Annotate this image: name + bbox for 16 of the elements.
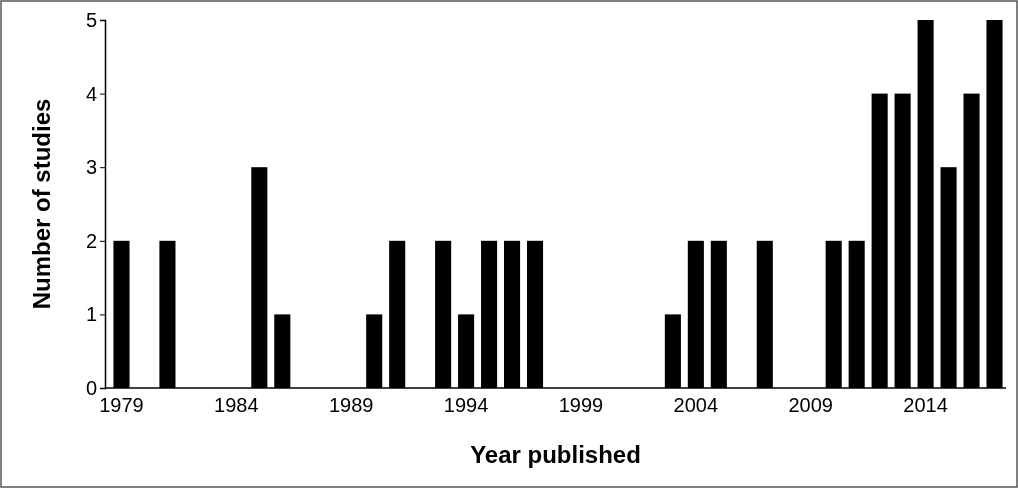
x-tick-label: 1979 bbox=[99, 394, 144, 417]
x-tick-label: 2004 bbox=[673, 394, 719, 417]
y-tick-label: 3 bbox=[85, 156, 97, 179]
y-tick-label: 0 bbox=[85, 376, 97, 399]
x-tick-label: 1984 bbox=[214, 394, 259, 417]
y-tick-label: 1 bbox=[85, 303, 97, 326]
x-tick-label: 1999 bbox=[558, 394, 604, 417]
x-axis-title: Year published bbox=[470, 441, 641, 468]
y-tick-label: 2 bbox=[85, 229, 97, 252]
x-tick-label: 2014 bbox=[903, 394, 948, 417]
y-tick-label: 5 bbox=[85, 8, 97, 31]
y-axis-title: Number of studies bbox=[28, 98, 55, 310]
x-tick-label: 2009 bbox=[788, 394, 833, 417]
x-tick-label: 1994 bbox=[443, 394, 489, 417]
y-tick-label: 4 bbox=[85, 82, 97, 105]
x-tick-label: 1989 bbox=[328, 394, 374, 417]
